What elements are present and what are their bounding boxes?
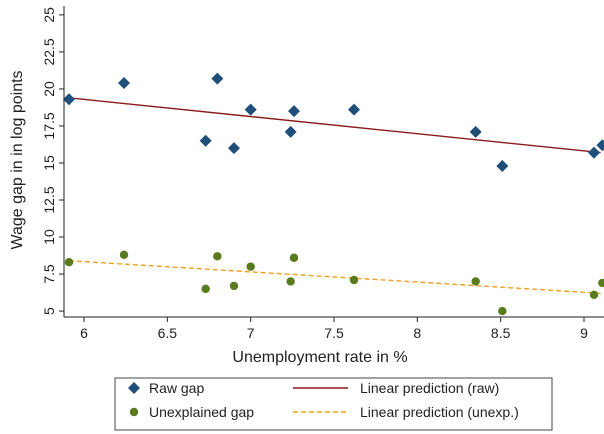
x-tick-label: 6.5 xyxy=(158,325,178,341)
unexplained-gap-point xyxy=(471,277,480,286)
legend-unexplained-gap-label: Unexplained gap xyxy=(149,404,254,420)
raw-gap-point xyxy=(469,125,482,138)
raw-gap-point xyxy=(63,93,75,106)
unexplained-gap-point xyxy=(119,250,129,259)
x-tick-label: 8.5 xyxy=(491,325,511,341)
y-tick-label: 5 xyxy=(41,307,57,315)
x-tick-label: 7 xyxy=(247,325,255,341)
y-tick-label: 15 xyxy=(41,155,57,171)
raw-gap-point xyxy=(199,134,212,147)
x-tick-label: 9 xyxy=(580,325,588,341)
raw-gap-point xyxy=(118,77,130,90)
fit-line-unexplained xyxy=(68,260,601,295)
axes: 5 7.5 10 12.5 15 17.5 20 22.5 25 6 6.5 7 7.5 8 8.5 9 Une… xyxy=(9,6,604,366)
unexplained-gap-point xyxy=(498,306,507,316)
raw-gap-point xyxy=(244,103,257,116)
fit-line-raw xyxy=(68,97,601,154)
legend-raw-gap-marker xyxy=(128,382,140,394)
raw-gap-point xyxy=(211,72,224,85)
raw-gap-point xyxy=(496,159,509,172)
plot-area xyxy=(63,72,604,316)
unexplained-gap-point xyxy=(229,281,239,291)
y-tick-label: 22.5 xyxy=(41,38,57,65)
x-axis-title: Unemployment rate in % xyxy=(232,349,407,366)
unexplained-gap-point xyxy=(246,262,255,271)
raw-gap-point xyxy=(284,125,297,138)
unexplained-gap-point xyxy=(213,252,222,261)
unexplained-gap-point xyxy=(349,275,359,285)
unexplained-gap-point xyxy=(598,278,604,288)
y-tick-label: 25 xyxy=(41,7,57,23)
y-tick-label: 17.5 xyxy=(41,112,57,139)
legend-raw-gap-label: Raw gap xyxy=(149,380,204,396)
raw-gap-point xyxy=(588,146,600,159)
unexplained-gap-point xyxy=(64,258,74,267)
x-tick-label: 6 xyxy=(80,325,88,341)
y-tick-label: 12.5 xyxy=(41,186,57,213)
y-axis-title: Wage gap in in log points xyxy=(9,70,26,249)
x-tick-label: 7.5 xyxy=(324,325,344,341)
y-tick-label: 10 xyxy=(41,229,57,245)
unexplained-gap-point xyxy=(289,253,299,262)
legend-fit-unexplained-label: Linear prediction (unexp.) xyxy=(360,404,519,420)
raw-gap-point xyxy=(288,105,300,118)
y-tick-label: 20 xyxy=(41,81,57,97)
raw-gap-point xyxy=(596,139,604,152)
unexplained-gap-point xyxy=(286,277,295,286)
unexplained-gap-point xyxy=(589,290,599,299)
unexplained-gap-point xyxy=(201,284,210,294)
legend-fit-raw-label: Linear prediction (raw) xyxy=(360,380,499,396)
x-tick-label: 8 xyxy=(413,325,421,341)
y-tick-label: 7.5 xyxy=(41,264,57,284)
raw-gap-point xyxy=(228,142,240,155)
legend-unexplained-gap-marker xyxy=(129,407,139,417)
legend-box xyxy=(114,377,553,431)
legend: Raw gap Unexplained gap Linear prediction … xyxy=(114,377,553,431)
raw-gap-point xyxy=(348,103,360,116)
